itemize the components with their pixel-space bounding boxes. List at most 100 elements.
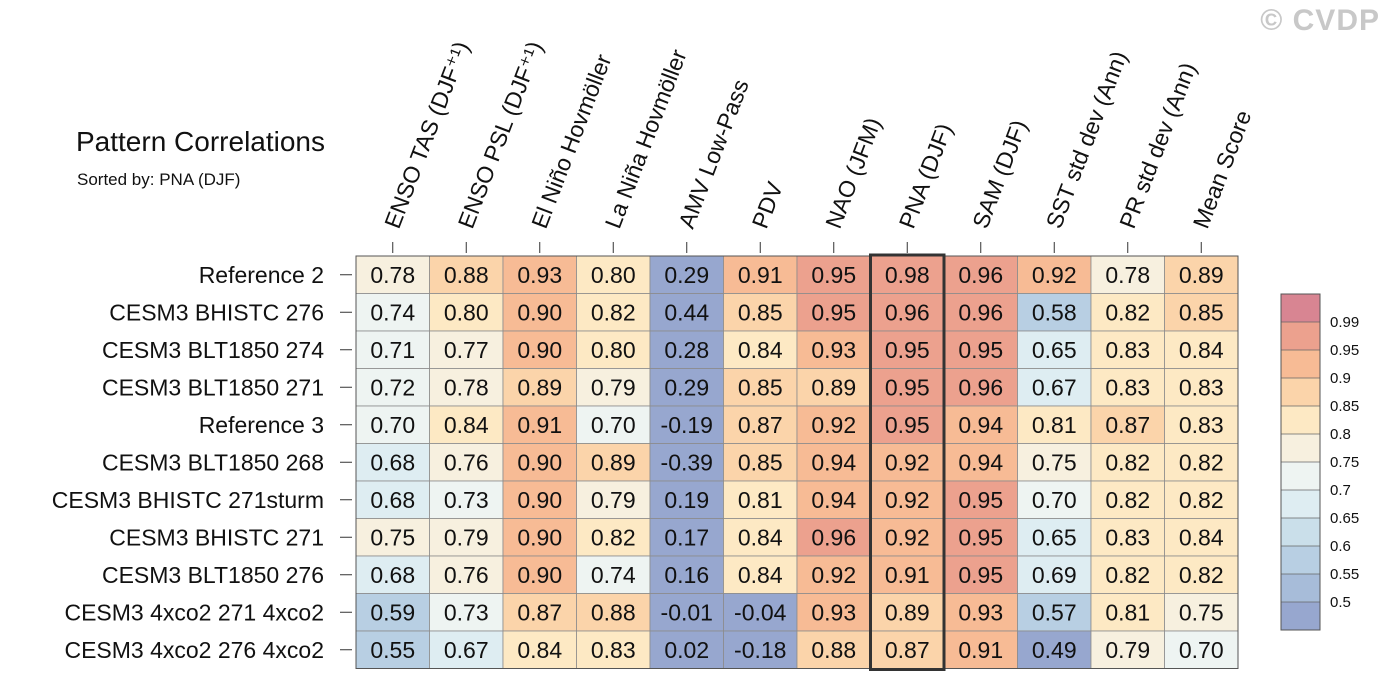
cell-value-label: 0.96 (811, 524, 856, 550)
cell-value-label: 0.95 (811, 299, 856, 325)
highlighted-column-box (869, 253, 946, 671)
cell-value-label: 0.94 (811, 449, 856, 475)
heatmap-cell (649, 255, 724, 294)
cell-value-label: 0.93 (811, 337, 856, 363)
cell-value-label: 0.88 (811, 637, 856, 663)
cell-value-label: 0.91 (738, 262, 783, 288)
heatmap-cell (576, 555, 651, 594)
cell-value-label: 0.70 (1179, 637, 1224, 663)
cell-value-label: 0.90 (517, 487, 562, 513)
colorbar-segment (1281, 294, 1320, 322)
row-label: CESM3 4xco2 276 4xco2 (64, 637, 324, 663)
cell-value-label: -0.39 (661, 449, 713, 475)
cell-value-label: 0.81 (738, 487, 783, 513)
heatmap-cell (502, 330, 577, 369)
heatmap-cell (723, 293, 798, 332)
heatmap-cell (723, 630, 798, 669)
cell-value-label: 0.85 (1179, 299, 1224, 325)
cell-value-label: 0.94 (958, 449, 1003, 475)
column-header: El Niño Hovmöller (526, 50, 616, 231)
row-label: CESM3 BLT1850 268 (102, 449, 324, 475)
heatmap-cell (870, 630, 945, 669)
colorbar-label: 0.8 (1330, 426, 1351, 443)
cell-value-label: 0.80 (591, 337, 636, 363)
cell-value-label: 0.90 (517, 524, 562, 550)
heatmap-cell (943, 518, 1018, 557)
heatmap-cell (649, 518, 724, 557)
cell-value-label: 0.96 (958, 374, 1003, 400)
heatmap-cell (1090, 480, 1165, 519)
cell-value-label: 0.83 (1105, 337, 1150, 363)
row-label: CESM3 BLT1850 271 (102, 374, 324, 400)
cell-value-label: 0.79 (1105, 637, 1150, 663)
cell-value-label: 0.94 (811, 487, 856, 513)
heatmap-cell (1164, 330, 1239, 369)
heatmap-cell (723, 555, 798, 594)
colorbar-segment (1281, 322, 1320, 350)
cell-value-label: 0.73 (444, 487, 489, 513)
row-label: CESM3 BHISTC 271sturm (52, 487, 324, 513)
cell-value-label: 0.82 (591, 524, 636, 550)
colorbar-segment (1281, 406, 1320, 434)
cell-value-label: 0.85 (738, 374, 783, 400)
cell-value-label: 0.89 (1179, 262, 1224, 288)
cell-value-label: 0.95 (958, 524, 1003, 550)
cell-value-label: 0.92 (811, 412, 856, 438)
heatmap-cell (723, 480, 798, 519)
colorbar-label: 0.85 (1330, 398, 1359, 415)
cell-value-label: 0.70 (370, 412, 415, 438)
colorbar-label: 0.65 (1330, 510, 1359, 527)
cell-value-label: 0.82 (591, 299, 636, 325)
cell-value-label: 0.67 (1032, 374, 1077, 400)
column-header: SAM (DJF) (967, 116, 1032, 231)
colorbar-segment (1281, 546, 1320, 574)
column-header: La Niña Hovmöller (600, 46, 692, 232)
cell-value-label: 0.96 (958, 299, 1003, 325)
heatmap-cell (1090, 518, 1165, 557)
cell-value-label: 0.80 (591, 262, 636, 288)
cell-value-label: 0.95 (958, 337, 1003, 363)
heatmap-cell (429, 518, 504, 557)
cell-value-label: 0.95 (885, 374, 930, 400)
heatmap-cell (943, 405, 1018, 444)
heatmap-cell (355, 593, 430, 632)
row-label: CESM3 BHISTC 276 (109, 299, 324, 325)
heatmap-cell (796, 630, 871, 669)
cell-value-label: 0.79 (591, 487, 636, 513)
highlighted-column (869, 253, 946, 671)
cell-value-label: 0.82 (1179, 449, 1224, 475)
cell-value-label: 0.65 (1032, 524, 1077, 550)
cell-value-label: 0.95 (958, 562, 1003, 588)
heatmap-cell (1017, 293, 1092, 332)
cell-value-label: 0.89 (811, 374, 856, 400)
colorbar-segment (1281, 574, 1320, 602)
heatmap-cell (723, 593, 798, 632)
heatmap-cell (502, 443, 577, 482)
heatmap-cell (576, 368, 651, 407)
cell-value-label: 0.89 (591, 449, 636, 475)
colorbar-label: 0.5 (1330, 594, 1351, 611)
chart-subtitle: Sorted by: PNA (DJF) (77, 170, 241, 189)
cell-value-label: 0.76 (444, 449, 489, 475)
cell-value-label: 0.59 (370, 599, 415, 625)
cell-value-label: 0.65 (1032, 337, 1077, 363)
cell-value-label: 0.89 (517, 374, 562, 400)
cell-value-label: 0.95 (885, 337, 930, 363)
heatmap-cell (870, 593, 945, 632)
heatmap-cell (502, 555, 577, 594)
cell-value-label: 0.83 (1179, 374, 1224, 400)
cell-value-label: 0.81 (1032, 412, 1077, 438)
colorbar-label: 0.75 (1330, 454, 1359, 471)
cell-value-label: 0.77 (444, 337, 489, 363)
cell-value-label: 0.85 (738, 449, 783, 475)
heatmap-cell (429, 630, 504, 669)
heatmap-cell (502, 593, 577, 632)
heatmap-cell (355, 630, 430, 669)
heatmap-cell (796, 368, 871, 407)
cell-value-label: 0.90 (517, 449, 562, 475)
cell-value-label: 0.82 (1105, 449, 1150, 475)
cell-value-label: 0.93 (811, 599, 856, 625)
heatmap-cell (943, 630, 1018, 669)
heatmap-cell (502, 518, 577, 557)
cell-value-label: 0.84 (444, 412, 489, 438)
